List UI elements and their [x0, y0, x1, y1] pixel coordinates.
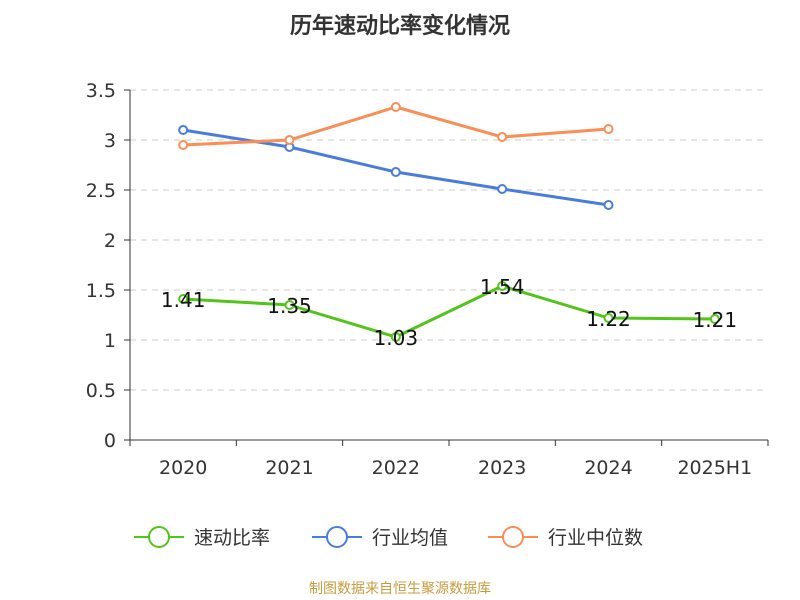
x-tick-label: 2025H1: [677, 457, 752, 479]
x-tick-label: 2022: [372, 457, 420, 479]
data-label: 1.41: [161, 288, 206, 312]
data-label: 1.35: [267, 294, 312, 318]
data-point: [709, 314, 720, 324]
chart-title: 历年速动比率变化情况: [289, 14, 510, 39]
legend-label: 行业中位数: [548, 527, 643, 549]
data-label: 1.22: [586, 307, 631, 331]
y-tick-label: 3.5: [86, 80, 116, 102]
x-tick-label: 2020: [159, 457, 207, 479]
data-point: [284, 300, 295, 310]
x-tick-label: 2021: [265, 457, 313, 479]
y-tick-label: 1: [104, 330, 116, 352]
data-point: [603, 124, 614, 134]
y-tick-label: 0: [104, 430, 116, 452]
data-point: [497, 132, 508, 142]
series-line: [183, 284, 715, 339]
data-point: [284, 135, 295, 145]
legend-label: 行业均值: [372, 527, 448, 549]
y-tick-label: 2: [104, 230, 116, 252]
data-label: 1.21: [693, 308, 738, 332]
data-point: [497, 184, 508, 194]
data-point: [390, 102, 401, 112]
legend-marker: [326, 526, 348, 548]
data-point: [603, 200, 614, 210]
y-tick-label: 0.5: [86, 380, 116, 402]
x-tick-label: 2024: [584, 457, 632, 479]
legend-label: 速动比率: [194, 527, 270, 549]
data-point: [497, 281, 508, 291]
y-tick-label: 1.5: [86, 280, 116, 302]
y-tick-label: 3: [104, 130, 116, 152]
y-tick-label: 2.5: [86, 180, 116, 202]
data-label: 1.03: [374, 326, 419, 350]
source-note: 制图数据来自恒生聚源数据库: [309, 581, 491, 597]
x-tick-label: 2023: [478, 457, 526, 479]
data-point: [603, 313, 614, 323]
data-label: 1.54: [480, 275, 525, 299]
data-point: [390, 332, 401, 342]
data-point: [178, 294, 189, 304]
legend-marker: [148, 526, 170, 548]
data-point: [178, 140, 189, 150]
legend-marker: [502, 526, 524, 548]
data-point: [178, 125, 189, 135]
data-point: [390, 167, 401, 177]
